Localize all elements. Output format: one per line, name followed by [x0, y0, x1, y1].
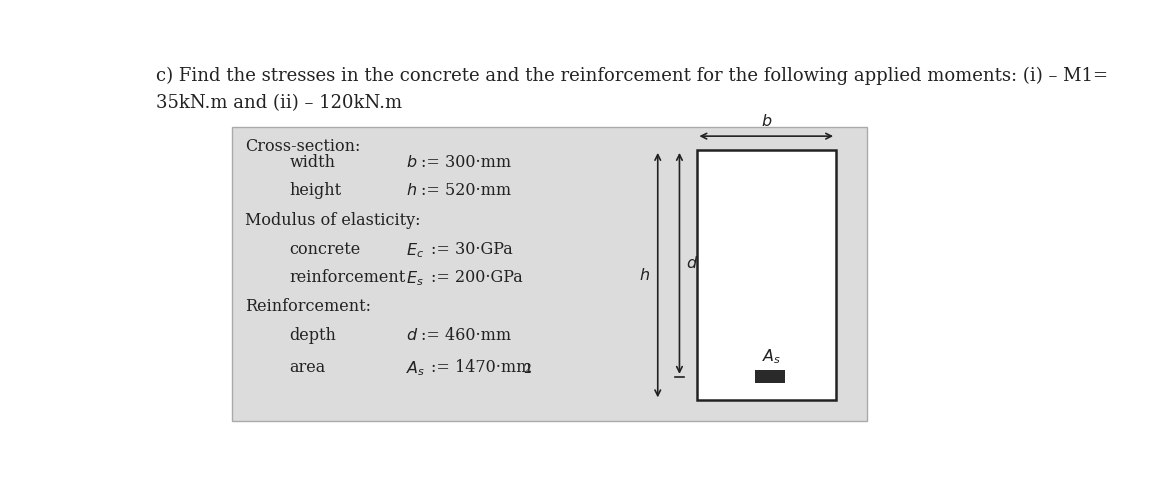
Text: $b$: $b$ [760, 113, 772, 130]
Text: reinforcement: reinforcement [290, 269, 406, 287]
Text: concrete: concrete [290, 241, 360, 258]
Text: := 1470·mm: := 1470·mm [431, 360, 531, 376]
Text: := 460·mm: := 460·mm [421, 327, 511, 344]
Text: $E_c$: $E_c$ [406, 241, 424, 260]
Text: := 30·GPa: := 30·GPa [431, 241, 512, 258]
Text: c) Find the stresses in the concrete and the reinforcement for the following app: c) Find the stresses in the concrete and… [156, 67, 1108, 85]
Text: 35kN.m and (ii) – 120kN.m: 35kN.m and (ii) – 120kN.m [156, 94, 401, 112]
Text: := 520·mm: := 520·mm [421, 182, 511, 199]
Text: $h$: $h$ [639, 266, 651, 284]
Text: Cross-section:: Cross-section: [246, 138, 360, 156]
Text: $d$: $d$ [406, 327, 418, 344]
Bar [756, 370, 785, 384]
Bar [696, 150, 837, 400]
Text: 2: 2 [524, 362, 531, 375]
Text: width: width [290, 154, 336, 171]
Text: $A_s$: $A_s$ [762, 347, 782, 366]
Text: depth: depth [290, 327, 337, 344]
Text: Modulus of elasticity:: Modulus of elasticity: [246, 212, 421, 228]
Text: $d$: $d$ [686, 255, 697, 272]
Text: $A_s$: $A_s$ [406, 360, 425, 378]
Text: $E_s$: $E_s$ [406, 269, 424, 288]
Bar [232, 127, 867, 421]
Text: $b$: $b$ [406, 154, 418, 171]
Text: $h$: $h$ [406, 182, 417, 199]
Text: := 200·GPa: := 200·GPa [431, 269, 523, 287]
Text: := 300·mm: := 300·mm [421, 154, 511, 171]
Text: area: area [290, 360, 326, 376]
Text: height: height [290, 182, 342, 199]
Text: Reinforcement:: Reinforcement: [246, 298, 371, 315]
